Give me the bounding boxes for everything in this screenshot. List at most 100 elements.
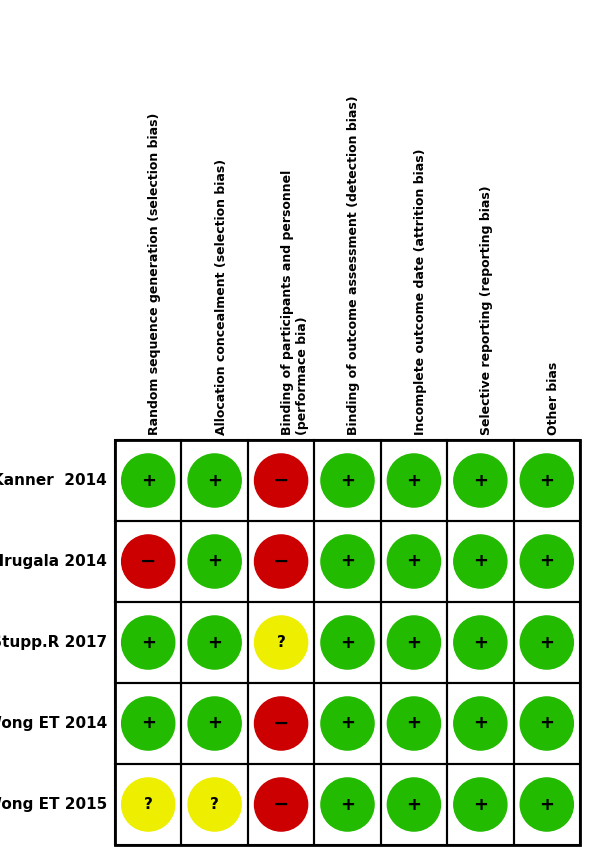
Bar bbox=[115, 521, 181, 602]
Bar bbox=[314, 683, 381, 764]
Text: +: + bbox=[539, 471, 555, 489]
Text: +: + bbox=[340, 796, 355, 814]
Text: +: + bbox=[340, 715, 355, 733]
Circle shape bbox=[387, 697, 440, 750]
Bar bbox=[381, 440, 447, 521]
Circle shape bbox=[520, 535, 574, 588]
Circle shape bbox=[188, 454, 241, 507]
Text: +: + bbox=[473, 634, 488, 652]
Circle shape bbox=[255, 454, 308, 507]
Text: +: + bbox=[406, 552, 421, 570]
Circle shape bbox=[520, 778, 574, 831]
Circle shape bbox=[255, 778, 308, 831]
Text: +: + bbox=[207, 552, 222, 570]
Bar bbox=[248, 440, 314, 521]
Text: +: + bbox=[539, 552, 555, 570]
Bar bbox=[314, 521, 381, 602]
Circle shape bbox=[188, 778, 241, 831]
Circle shape bbox=[454, 454, 507, 507]
Bar bbox=[381, 764, 447, 845]
Text: +: + bbox=[406, 471, 421, 489]
Bar bbox=[181, 602, 248, 683]
Text: +: + bbox=[473, 796, 488, 814]
Circle shape bbox=[188, 697, 241, 750]
Text: Binding of participants and personnel
(performace bia): Binding of participants and personnel (p… bbox=[281, 169, 309, 435]
Bar bbox=[314, 764, 381, 845]
Text: −: − bbox=[273, 714, 289, 733]
Text: +: + bbox=[340, 634, 355, 652]
Bar bbox=[513, 440, 580, 521]
Circle shape bbox=[188, 616, 241, 669]
Text: Selective reporting (reporting bias): Selective reporting (reporting bias) bbox=[480, 186, 493, 435]
Bar bbox=[115, 440, 181, 521]
Bar bbox=[513, 521, 580, 602]
Circle shape bbox=[321, 616, 374, 669]
Text: Stupp.R 2017: Stupp.R 2017 bbox=[0, 635, 107, 650]
Bar bbox=[447, 521, 513, 602]
Bar bbox=[513, 683, 580, 764]
Circle shape bbox=[121, 616, 175, 669]
Text: Wong ET 2015: Wong ET 2015 bbox=[0, 797, 107, 812]
Bar bbox=[248, 521, 314, 602]
Bar bbox=[447, 602, 513, 683]
Bar bbox=[181, 440, 248, 521]
Text: +: + bbox=[340, 471, 355, 489]
Circle shape bbox=[255, 697, 308, 750]
Circle shape bbox=[387, 535, 440, 588]
Bar bbox=[115, 602, 181, 683]
Text: Other bias: Other bias bbox=[547, 362, 560, 435]
Bar bbox=[447, 764, 513, 845]
Bar bbox=[248, 683, 314, 764]
Text: +: + bbox=[140, 715, 156, 733]
Text: +: + bbox=[539, 796, 555, 814]
Circle shape bbox=[321, 454, 374, 507]
Text: −: − bbox=[273, 552, 289, 571]
Text: +: + bbox=[207, 715, 222, 733]
Text: +: + bbox=[140, 471, 156, 489]
Text: −: − bbox=[273, 471, 289, 490]
Circle shape bbox=[387, 454, 440, 507]
Circle shape bbox=[520, 454, 574, 507]
Bar bbox=[447, 440, 513, 521]
Text: +: + bbox=[207, 634, 222, 652]
Text: +: + bbox=[406, 634, 421, 652]
Bar bbox=[181, 683, 248, 764]
Circle shape bbox=[520, 616, 574, 669]
Circle shape bbox=[121, 697, 175, 750]
Bar bbox=[314, 440, 381, 521]
Circle shape bbox=[121, 535, 175, 588]
Circle shape bbox=[121, 778, 175, 831]
Text: +: + bbox=[473, 552, 488, 570]
Circle shape bbox=[454, 697, 507, 750]
Text: +: + bbox=[473, 471, 488, 489]
Circle shape bbox=[121, 454, 175, 507]
Circle shape bbox=[255, 616, 308, 669]
Text: +: + bbox=[406, 796, 421, 814]
Text: Incomplete outcome date (attrition bias): Incomplete outcome date (attrition bias) bbox=[414, 149, 427, 435]
Circle shape bbox=[454, 778, 507, 831]
Bar bbox=[248, 602, 314, 683]
Bar bbox=[381, 521, 447, 602]
Text: Binding of outcome assessment (detection bias): Binding of outcome assessment (detection… bbox=[347, 95, 361, 435]
Bar bbox=[381, 602, 447, 683]
Text: −: − bbox=[140, 552, 156, 571]
Text: +: + bbox=[473, 715, 488, 733]
Bar bbox=[381, 683, 447, 764]
Bar bbox=[115, 683, 181, 764]
Text: Mrugala 2014: Mrugala 2014 bbox=[0, 554, 107, 569]
Text: +: + bbox=[406, 715, 421, 733]
Text: +: + bbox=[539, 715, 555, 733]
Bar bbox=[181, 764, 248, 845]
Text: +: + bbox=[539, 634, 555, 652]
Circle shape bbox=[454, 535, 507, 588]
Circle shape bbox=[321, 535, 374, 588]
Bar bbox=[447, 683, 513, 764]
Circle shape bbox=[321, 778, 374, 831]
Bar bbox=[314, 602, 381, 683]
Text: ?: ? bbox=[277, 635, 286, 650]
Text: Kanner  2014: Kanner 2014 bbox=[0, 473, 107, 488]
Text: Wong ET 2014: Wong ET 2014 bbox=[0, 716, 107, 731]
Bar bbox=[248, 764, 314, 845]
Circle shape bbox=[255, 535, 308, 588]
Text: +: + bbox=[140, 634, 156, 652]
